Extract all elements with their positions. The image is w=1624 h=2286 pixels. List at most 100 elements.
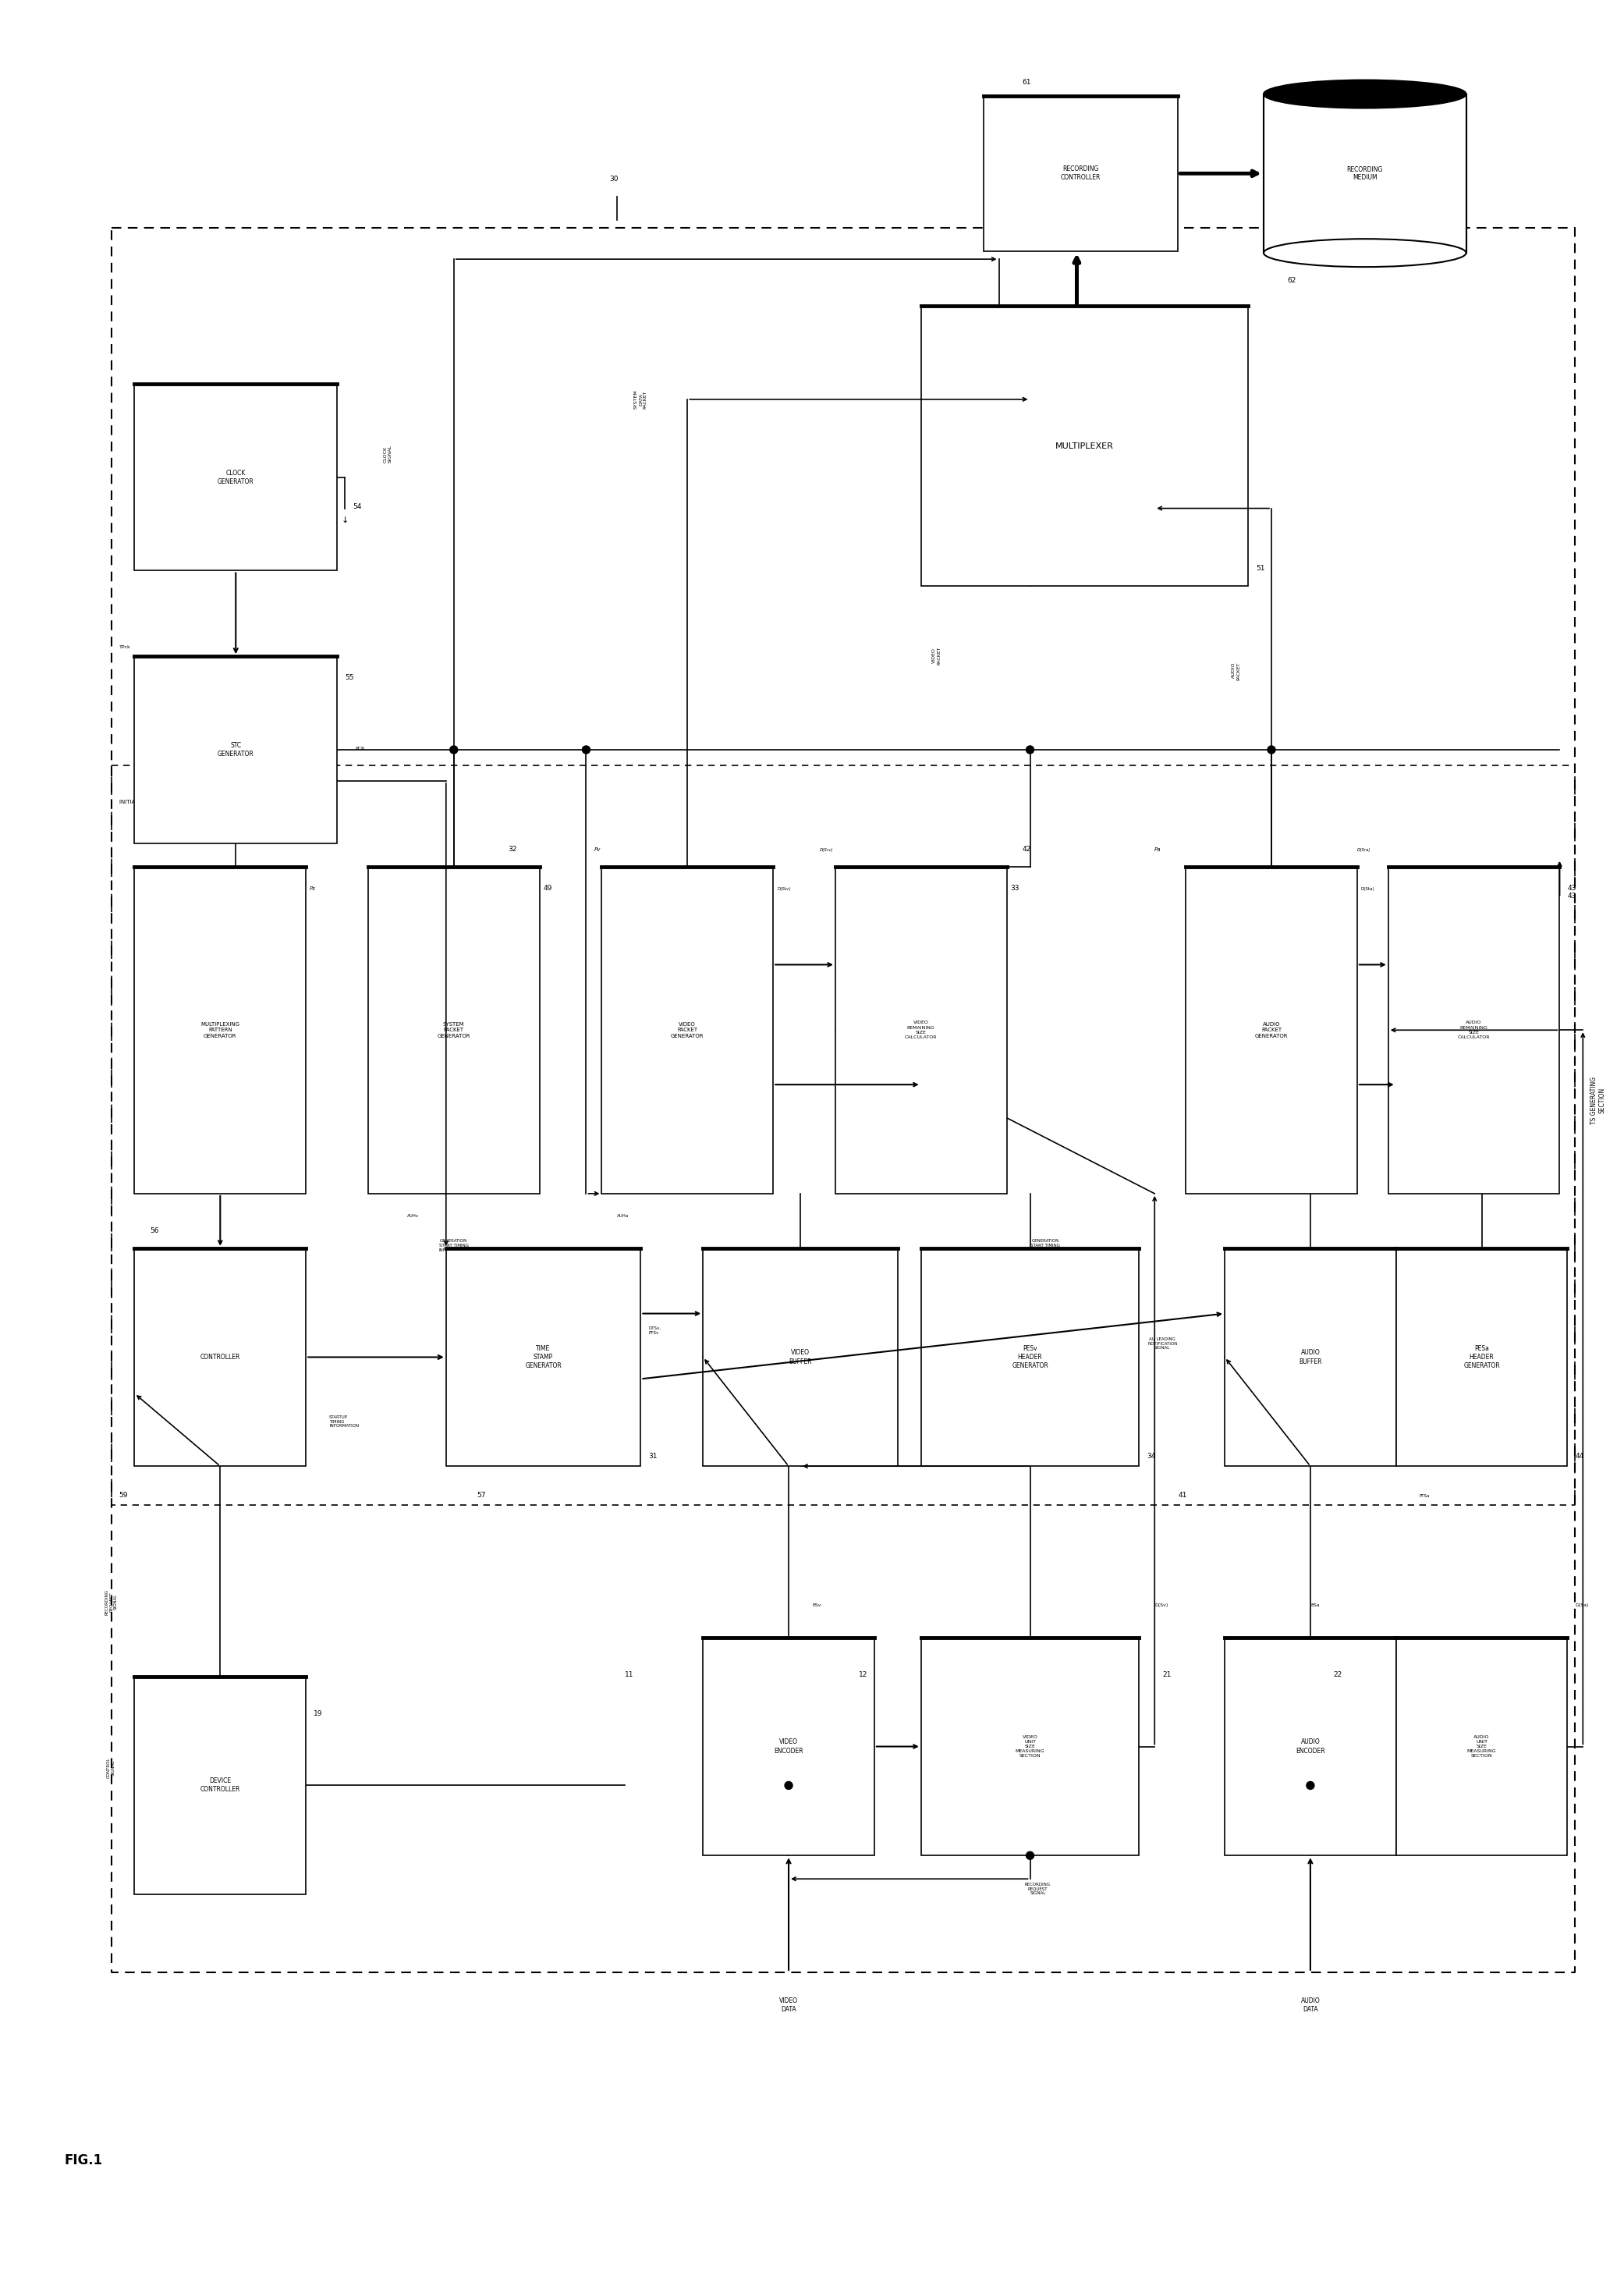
Text: D(Sta): D(Sta) — [1361, 887, 1376, 892]
Text: SYSTEM
DATA
PACKET: SYSTEM DATA PACKET — [635, 389, 646, 409]
Text: 51: 51 — [1255, 565, 1265, 572]
Text: MULTIPLEXING
PATTERN
GENERATOR: MULTIPLEXING PATTERN GENERATOR — [201, 1022, 240, 1038]
Text: Pa: Pa — [1155, 848, 1161, 853]
Text: AUDIO
BUFFER: AUDIO BUFFER — [1299, 1349, 1322, 1365]
Text: 44: 44 — [1575, 1454, 1583, 1461]
Text: 32: 32 — [508, 846, 516, 853]
Text: 62: 62 — [1286, 277, 1296, 283]
Text: 42: 42 — [1021, 846, 1031, 853]
Circle shape — [1267, 745, 1275, 754]
Ellipse shape — [1263, 80, 1466, 107]
Text: 43: 43 — [1567, 892, 1577, 898]
Text: PESv
HEADER
GENERATOR: PESv HEADER GENERATOR — [1012, 1344, 1047, 1369]
Text: ESv: ESv — [812, 1602, 822, 1607]
Bar — [835, 866, 1007, 1193]
Text: AU LEADING
NOTIFICATION
SIGNAL: AU LEADING NOTIFICATION SIGNAL — [1148, 1337, 1177, 1351]
Text: TIME
STAMP
GENERATOR: TIME STAMP GENERATOR — [525, 1344, 562, 1369]
Text: 34: 34 — [1147, 1454, 1156, 1461]
Text: RECORDING
REQUEST
SIGNAL: RECORDING REQUEST SIGNAL — [104, 1589, 117, 1614]
Text: VIDEO
REMAINING
SIZE
CALCULATOR: VIDEO REMAINING SIZE CALCULATOR — [905, 1022, 937, 1040]
Bar — [447, 1248, 641, 1465]
Text: 31: 31 — [648, 1454, 658, 1461]
Circle shape — [583, 745, 590, 754]
Text: RECORDING
MEDIUM: RECORDING MEDIUM — [1346, 167, 1384, 181]
Circle shape — [784, 1781, 793, 1790]
Text: 61: 61 — [1021, 78, 1031, 85]
Text: VIDEO
UNIT
SIZE
MEASURING
SECTION: VIDEO UNIT SIZE MEASURING SECTION — [1015, 1735, 1044, 1758]
Text: 54: 54 — [352, 503, 362, 510]
Circle shape — [1306, 1781, 1314, 1790]
Text: 22: 22 — [1333, 1671, 1343, 1678]
Text: ↓: ↓ — [341, 517, 349, 523]
Text: STARTUP
TIMING
INFORMATION: STARTUP TIMING INFORMATION — [330, 1415, 359, 1429]
Text: SYSTEM
PACKET
GENERATOR: SYSTEM PACKET GENERATOR — [437, 1022, 471, 1038]
Bar — [983, 96, 1177, 251]
Text: AUDIO
UNIT
SIZE
MEASURING
SECTION: AUDIO UNIT SIZE MEASURING SECTION — [1466, 1735, 1496, 1758]
Text: D(Sv): D(Sv) — [1155, 1602, 1168, 1607]
Text: D(Sa): D(Sa) — [1575, 1602, 1588, 1607]
Text: CONTROLLER: CONTROLLER — [200, 1353, 240, 1360]
Text: 41: 41 — [1177, 1493, 1187, 1500]
Text: CONTROL
SIGNAL: CONTROL SIGNAL — [107, 1758, 115, 1779]
Bar — [135, 656, 338, 844]
Text: 43: 43 — [1567, 885, 1577, 892]
Text: D(Srv): D(Srv) — [820, 848, 833, 853]
Bar — [603, 866, 773, 1193]
Text: 21: 21 — [1163, 1671, 1171, 1678]
Text: 56: 56 — [149, 1228, 159, 1234]
Text: AUDIO
ENCODER: AUDIO ENCODER — [1296, 1740, 1325, 1753]
Text: PESa
HEADER
GENERATOR: PESa HEADER GENERATOR — [1463, 1344, 1501, 1369]
Text: FIG.1: FIG.1 — [65, 2153, 102, 2167]
Text: D(Sra): D(Sra) — [1358, 848, 1371, 853]
Bar — [703, 1248, 898, 1465]
Bar — [1263, 94, 1466, 254]
Bar — [1397, 1248, 1567, 1465]
Text: DEVICE
CONTROLLER: DEVICE CONTROLLER — [200, 1779, 240, 1792]
Text: AUHv: AUHv — [408, 1214, 419, 1218]
Text: AUDIO
DATA: AUDIO DATA — [1301, 1998, 1320, 2014]
Text: INITIAL VALUE: INITIAL VALUE — [119, 800, 156, 805]
Bar — [1397, 1637, 1567, 1856]
Text: ESa: ESa — [1311, 1602, 1319, 1607]
Text: Ps: Ps — [310, 887, 317, 892]
Text: 55: 55 — [344, 674, 354, 681]
Text: AUDIO
PACKET: AUDIO PACKET — [1233, 663, 1241, 681]
Text: STC: STC — [581, 748, 591, 750]
Text: CLOCK
SIGNAL: CLOCK SIGNAL — [383, 446, 391, 462]
Text: STC
GENERATOR: STC GENERATOR — [218, 743, 253, 757]
Circle shape — [450, 745, 458, 754]
Bar — [135, 1676, 305, 1895]
Text: 57: 57 — [477, 1493, 486, 1500]
Bar — [1186, 866, 1358, 1193]
Circle shape — [1026, 745, 1034, 754]
Text: D(Stv): D(Stv) — [776, 887, 791, 892]
Text: MULTIPLEXING
PATTERN SIGNAL P: MULTIPLEXING PATTERN SIGNAL P — [135, 1280, 174, 1287]
Text: TPck: TPck — [119, 645, 130, 649]
Bar — [135, 1248, 305, 1465]
Bar — [921, 1248, 1138, 1465]
Bar — [1224, 1248, 1397, 1465]
Bar — [1389, 866, 1559, 1193]
Text: RECORDING
REQUEST
SIGNAL: RECORDING REQUEST SIGNAL — [1025, 1881, 1051, 1895]
Text: AUDIO
REMAINING
SIZE
CALCULATOR: AUDIO REMAINING SIZE CALCULATOR — [1458, 1022, 1491, 1040]
Text: 59: 59 — [119, 1493, 128, 1500]
Text: 11: 11 — [625, 1671, 633, 1678]
Bar — [1224, 1637, 1397, 1856]
Text: AUHa: AUHa — [617, 1214, 630, 1218]
Text: RECORDING
CONTROLLER: RECORDING CONTROLLER — [1060, 165, 1101, 181]
Text: DTSv,
PTSv: DTSv, PTSv — [648, 1326, 661, 1335]
Text: TS GENERATING
SECTION: TS GENERATING SECTION — [1590, 1077, 1606, 1125]
Text: AUDIO
PACKET
GENERATOR: AUDIO PACKET GENERATOR — [1255, 1022, 1288, 1038]
Circle shape — [1026, 1852, 1034, 1859]
Bar — [921, 1637, 1138, 1856]
Text: VIDEO
ENCODER: VIDEO ENCODER — [775, 1740, 804, 1753]
Text: PTSa: PTSa — [1419, 1495, 1429, 1497]
Text: MULTIPLEXER: MULTIPLEXER — [1056, 441, 1114, 450]
Ellipse shape — [1263, 240, 1466, 267]
Bar — [369, 866, 539, 1193]
Text: TS: TS — [1072, 315, 1082, 322]
Text: VIDEO
DATA: VIDEO DATA — [780, 1998, 797, 2014]
Bar — [135, 384, 338, 572]
Text: PCR: PCR — [356, 748, 365, 750]
Text: 19: 19 — [313, 1710, 323, 1717]
